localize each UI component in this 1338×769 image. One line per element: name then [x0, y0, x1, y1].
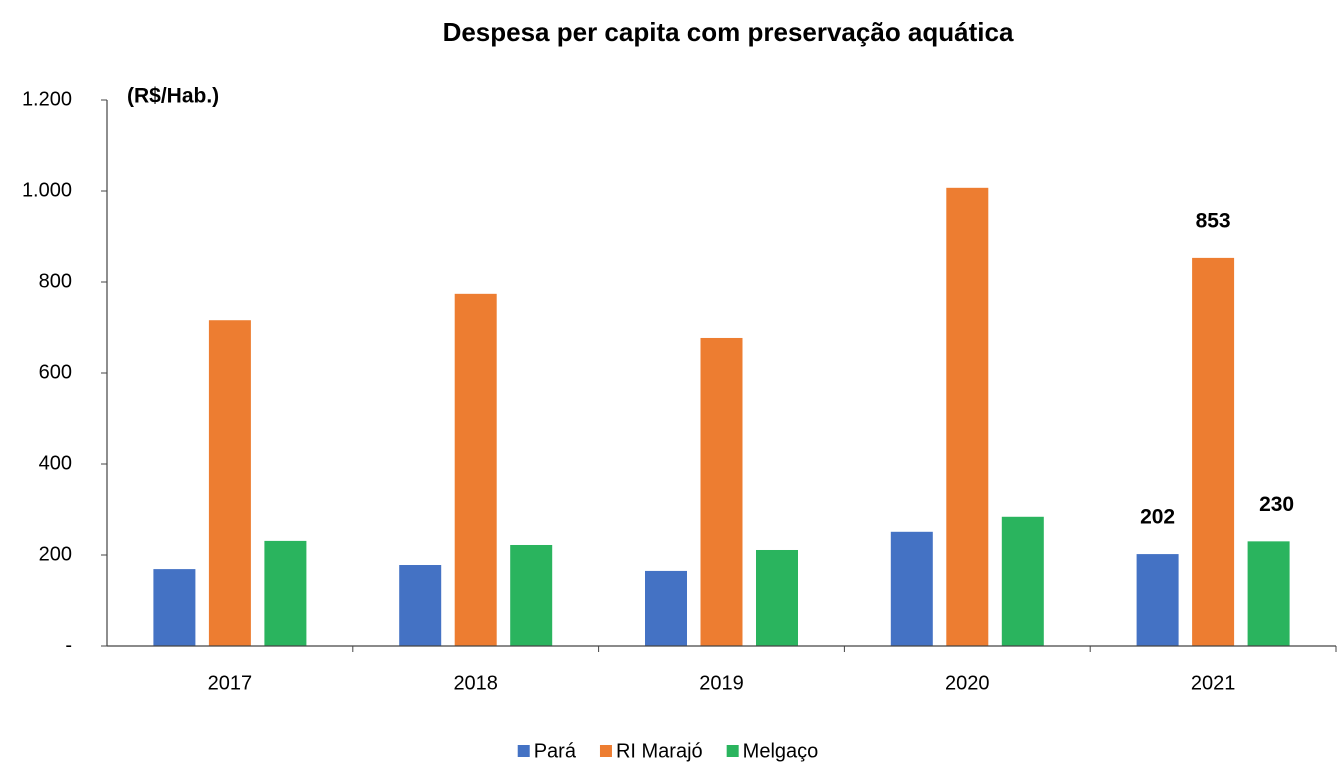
bar — [153, 569, 196, 646]
x-tick-label: 2018 — [453, 672, 498, 694]
bar — [946, 187, 989, 646]
bar — [208, 320, 251, 646]
legend-label: Melgaço — [743, 740, 819, 762]
bar — [510, 544, 553, 646]
y-tick-label: 1.000 — [22, 179, 72, 201]
legend-swatch — [726, 745, 739, 757]
bar — [1136, 554, 1179, 646]
bar — [1192, 257, 1235, 646]
data-label: 202 — [1140, 506, 1175, 529]
bar — [700, 337, 743, 646]
y-tick-label: 400 — [39, 452, 72, 474]
y-tick-label: - — [65, 634, 72, 656]
bar — [1001, 516, 1044, 646]
legend-label: RI Marajó — [616, 740, 703, 762]
data-label: 230 — [1259, 493, 1294, 516]
x-tick-label: 2021 — [1191, 672, 1236, 694]
y-tick-label: 800 — [39, 270, 72, 292]
legend-label: Pará — [534, 740, 577, 762]
bar — [890, 531, 933, 646]
legend-swatch — [599, 745, 612, 757]
bar — [1247, 541, 1290, 646]
bar — [264, 540, 307, 646]
x-tick-label: 2017 — [208, 672, 253, 694]
bar — [454, 293, 497, 646]
bar — [645, 570, 687, 646]
y-axis-label: (R$/Hab.) — [127, 85, 219, 108]
data-label: 853 — [1196, 209, 1231, 232]
x-tick-label: 2019 — [699, 672, 744, 694]
bar — [756, 549, 798, 646]
chart-title: Despesa per capita com preservação aquát… — [443, 17, 1014, 47]
bar — [399, 565, 442, 646]
y-tick-label: 600 — [39, 361, 72, 383]
y-tick-label: 200 — [39, 543, 72, 565]
legend-swatch — [517, 745, 530, 757]
y-tick-label: 1.200 — [22, 88, 72, 110]
x-tick-label: 2020 — [945, 672, 990, 694]
